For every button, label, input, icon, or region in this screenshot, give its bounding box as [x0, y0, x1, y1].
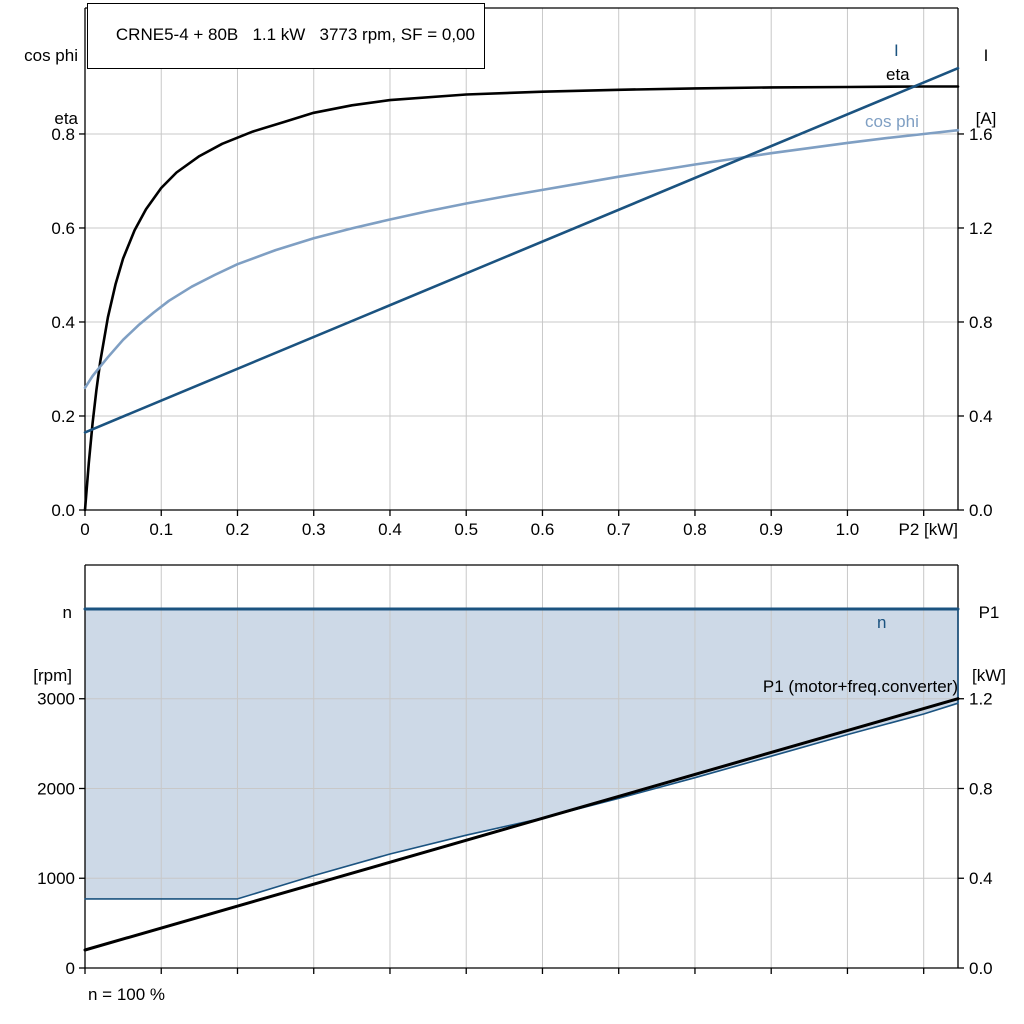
left-axis-title-line2: [rpm] [33, 666, 72, 685]
curve-label-p1: P1 (motor+freq.converter) [762, 677, 958, 696]
x-tick-label: 0.5 [454, 520, 478, 539]
x-axis-title-top-chart: P2 [kW] [898, 520, 958, 539]
x-tick-label: 0.2 [226, 520, 250, 539]
x-tick-label: 1.0 [836, 520, 860, 539]
x-tick-label: 0.1 [149, 520, 173, 539]
right-axis-title-top: I [A] [958, 3, 1014, 171]
y-tick-label-left: 0 [66, 959, 75, 978]
y-tick-label-left: 2000 [37, 779, 75, 798]
x-tick-label: 0.4 [378, 520, 402, 539]
curve-label-eta: eta [886, 65, 910, 84]
i-curve [83, 66, 960, 434]
y-tick-label-right: 1.6 [969, 125, 993, 144]
eta-curve [83, 85, 960, 512]
y-tick-label-left: 0.6 [51, 219, 75, 238]
x-tick-label: 0.3 [302, 520, 326, 539]
y-tick-label-right: 1.2 [969, 690, 993, 709]
curve-label-cos-phi: cos phi [865, 112, 919, 131]
left-axis-title-line1: n [62, 603, 72, 622]
y-tick-label-left: 0.8 [51, 125, 75, 144]
left-axis-title-bottom: n [rpm] [0, 560, 72, 728]
y-tick-label-right: 1.2 [969, 219, 993, 238]
y-tick-label-right: 0.0 [969, 959, 993, 978]
y-tick-label-left: 3000 [37, 690, 75, 709]
y-tick-label-left: 1000 [37, 869, 75, 888]
speed-percentage-note: n = 100 % [88, 985, 166, 1004]
x-tick-label: 0.9 [759, 520, 783, 539]
right-axis-title-line1: I [983, 46, 989, 65]
right-axis-title-line1: P1 [978, 603, 1000, 622]
y-tick-label-left: 0.4 [51, 313, 75, 332]
chart-title: CRNE5-4 + 80B 1.1 kW 3773 rpm, SF = 0,00 [115, 25, 475, 44]
right-axis-title-bottom: P1 [kW] [958, 560, 1020, 728]
left-axis-title-top: cos phi eta [0, 3, 78, 171]
y-tick-label-left: 0.0 [51, 501, 75, 520]
x-tick-label: 0.7 [607, 520, 631, 539]
curve-label-speed: n [877, 613, 887, 632]
x-tick-label: 0.6 [531, 520, 555, 539]
y-tick-label-right: 0.4 [969, 869, 993, 888]
x-tick-label: 0 [80, 520, 89, 539]
y-tick-label-right: 0.8 [969, 313, 993, 332]
curve-label-current: I [894, 41, 899, 60]
y-tick-label-right: 0.4 [969, 407, 993, 426]
speed-range-fill [85, 609, 958, 899]
p1-motor-freq-converter-curve [83, 697, 960, 952]
x-tick-label: 0.8 [683, 520, 707, 539]
chart-title-box: CRNE5-4 + 80B 1.1 kW 3773 rpm, SF = 0,00 [87, 3, 485, 69]
left-axis-title-line2: eta [54, 109, 78, 128]
n-min-curve [84, 608, 959, 900]
y-tick-label-left: 0.2 [51, 407, 75, 426]
right-axis-title-line2: [kW] [972, 666, 1006, 685]
y-tick-label-right: 0.0 [969, 501, 993, 520]
y-tick-label-right: 0.8 [969, 779, 993, 798]
cos-phi-curve [83, 128, 960, 390]
left-axis-title-line1: cos phi [24, 46, 78, 65]
right-axis-title-line2: [A] [975, 109, 997, 128]
